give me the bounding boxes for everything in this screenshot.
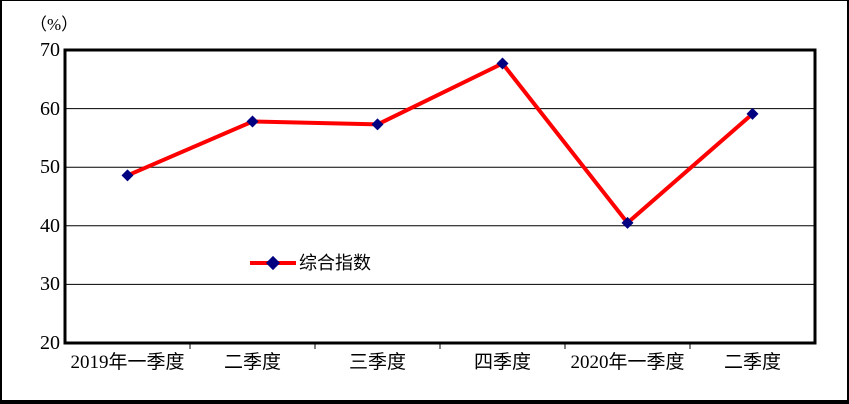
x-tick-label-2: 三季度: [348, 352, 406, 373]
data-point-marker-0: [121, 169, 134, 182]
legend-diamond-icon: [265, 255, 281, 271]
data-point-marker-2: [371, 118, 384, 131]
y-tick-label-50: 50: [40, 156, 60, 179]
y-tick-label-30: 30: [40, 273, 60, 296]
data-point-marker-4: [621, 216, 634, 229]
x-tick-label-4: 2020年一季度: [570, 352, 685, 373]
x-tick-label-1: 二季度: [223, 352, 281, 373]
data-point-marker-3: [496, 57, 509, 70]
legend-line-sample: [250, 255, 296, 271]
y-axis-unit-label: （%）: [30, 15, 79, 34]
y-tick-label-40: 40: [40, 214, 60, 237]
data-point-marker-1: [246, 115, 259, 128]
legend-label: 综合指数: [299, 253, 371, 273]
x-tick-label-5: 二季度: [723, 352, 781, 373]
x-tick-label-0: 2019年一季度: [70, 352, 185, 373]
x-tick-label-3: 四季度: [473, 352, 531, 373]
legend: 综合指数: [250, 254, 371, 272]
y-tick-label-60: 60: [40, 97, 60, 120]
data-point-marker-5: [746, 107, 759, 120]
y-tick-label-20: 20: [40, 332, 60, 354]
series-line: [126, 60, 754, 226]
y-tick-label-70: 70: [40, 39, 60, 61]
